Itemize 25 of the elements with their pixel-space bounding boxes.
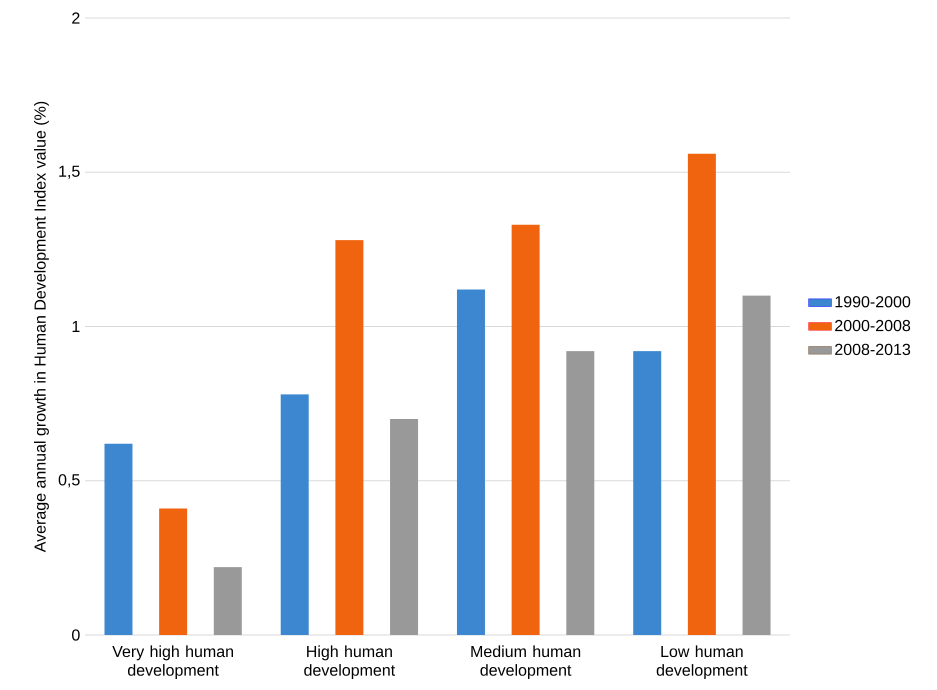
- y-axis-title: Average annual growth in Human Development Index value (%): [34, 102, 49, 552]
- y-tick-label: 1,5: [59, 166, 80, 179]
- bar: [335, 240, 364, 635]
- legend-label: 2000-2008: [835, 320, 910, 332]
- y-tick-label: 0: [72, 629, 80, 641]
- bar: [633, 351, 662, 635]
- legend-label: 1990-2000: [836, 296, 910, 308]
- bar: [390, 419, 418, 635]
- bar: [512, 224, 540, 635]
- y-tick-label: 2: [72, 12, 80, 24]
- bar: [159, 508, 188, 635]
- bar: [280, 394, 309, 635]
- x-tick-label: High human development: [304, 645, 396, 679]
- x-tick-label: Medium human development: [471, 645, 580, 679]
- bar: [688, 154, 716, 635]
- bar: [456, 289, 485, 635]
- x-tick-label: Very high human development: [112, 645, 233, 679]
- bar: [214, 567, 242, 635]
- legend-label: 2008-2013: [835, 344, 910, 356]
- y-tick-label: 0,5: [58, 474, 80, 488]
- bar: [104, 444, 132, 635]
- x-tick-label: Low human development: [656, 645, 748, 679]
- y-tick-label: 1: [72, 321, 80, 332]
- bar: [566, 351, 594, 635]
- bar: [742, 296, 771, 635]
